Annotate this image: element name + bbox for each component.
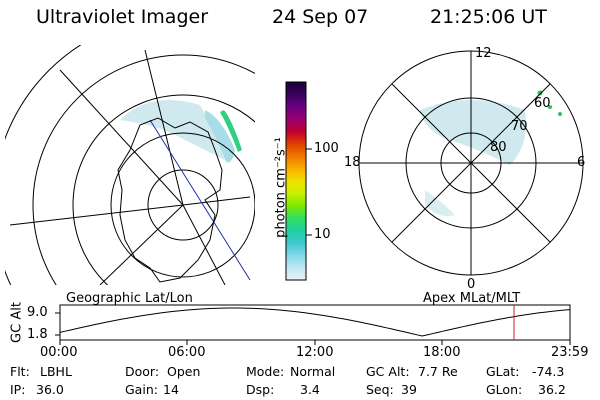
colorbar-unit-label: photon cm⁻²s⁻¹ [273,137,289,238]
gain-label: Gain: [125,382,158,397]
antarctica-outline [117,117,223,283]
aurora-patch [420,100,526,165]
aurora-spot [548,105,552,109]
colorbar [285,81,312,281]
seq-value: 39 [401,382,417,397]
mlat-label-70: 70 [511,119,528,134]
mlat-label-80: 80 [490,140,507,155]
altitude-xtick-label: 23:59 [551,345,589,360]
mlat-label-60: 60 [534,96,551,111]
aurora-patch [205,110,235,163]
apex-map [358,50,584,276]
aurora-arc [220,110,242,152]
mode-value: Normal [290,364,336,379]
seq-label: Seq: [366,382,394,397]
altitude-plot-frame [59,304,571,341]
colorbar-scale [285,81,307,281]
door-value: Open [167,364,201,379]
dsp-label: Dsp: [246,382,275,397]
meridian-line [182,196,251,206]
instrument-title: Ultraviolet Imager [36,6,209,28]
meridian-line [9,204,184,226]
latitude-circle [147,169,219,241]
glon-label: GLon: [486,382,523,397]
mlt-label-6: 6 [577,155,586,170]
aurora-spot [537,90,543,96]
flt-value: LBHL [40,364,72,379]
latitude-circle [32,54,255,285]
meridian-line [99,204,184,285]
colorbar-tick-label: 10 [314,227,331,242]
ip-value: 36.0 [36,382,64,397]
flt-label: Flt: [10,364,30,379]
meridian-line [182,204,226,285]
gcalt-label: GC Alt: [366,364,410,379]
terminator-line [149,119,251,281]
altitude-xtick-label: 00:00 [40,345,78,360]
mlt-label-0: 0 [467,277,476,292]
mode-label: Mode: [246,364,285,379]
altitude-ytick-label: 9.0 [27,305,48,320]
aurora-patch [120,100,225,160]
altitude-xtick-label: 18:00 [423,345,461,360]
mlt-line [391,83,551,243]
time-label: 21:25:06 UT [430,6,547,28]
geographic-map [5,45,255,285]
geographic-map-label: Geographic Lat/Lon [66,291,193,306]
meridian-line [59,69,184,206]
glat-label: GLat: [486,364,520,379]
altitude-xtick-label: 12:00 [296,345,334,360]
glat-value: -74.3 [532,364,565,379]
dsp-value: 3.4 [300,382,320,397]
glon-value: 36.2 [538,382,566,397]
latitude-circle [110,132,255,278]
altitude-plot [55,304,571,345]
altitude-xtick-label: 06:00 [168,345,206,360]
meridian-line [144,49,184,206]
colorbar-tick-label: 100 [314,141,339,156]
ip-label: IP: [10,382,26,397]
aurora-spot [558,112,562,116]
apex-map-label: Apex MLat/MLT [423,291,521,306]
mlt-label-18: 18 [344,155,361,170]
date-label: 24 Sep 07 [272,6,369,28]
mlt-label-12: 12 [475,46,492,61]
gain-value: 14 [163,382,179,397]
latitude-circle [72,94,255,285]
aurora-patch [425,190,455,217]
door-label: Door: [125,364,160,379]
altitude-ylabel: GC Alt [9,302,25,343]
altitude-curve [59,307,571,337]
gcalt-value: 7.7 Re [418,364,458,379]
altitude-ytick-label: 1.8 [27,327,48,342]
